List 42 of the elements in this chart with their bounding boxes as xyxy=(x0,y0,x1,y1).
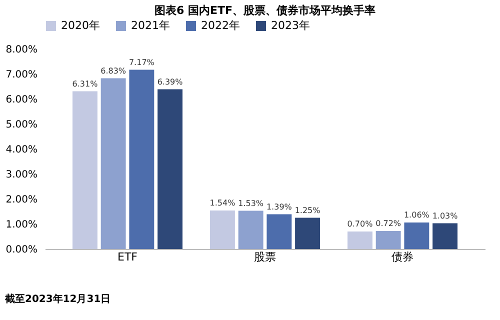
data-label: 1.25% xyxy=(294,206,321,215)
data-label: 6.31% xyxy=(72,79,98,88)
text: 截至2023年12月31日 xyxy=(4,293,111,305)
data-label: 0.72% xyxy=(376,219,402,228)
x-tick-label: 股票 xyxy=(254,250,276,264)
legend-label: 2022年 xyxy=(201,19,240,32)
x-tick-label: 债券 xyxy=(392,250,414,264)
bar xyxy=(432,223,458,249)
data-label: 6.83% xyxy=(100,66,126,76)
legend-label: 2021年 xyxy=(131,19,170,32)
bar xyxy=(100,78,126,249)
legend-label: 2020年 xyxy=(61,19,100,32)
y-tick-label: 2.00% xyxy=(6,194,38,206)
bar xyxy=(238,210,264,249)
y-tick-label: 1.00% xyxy=(6,220,38,230)
data-label: 0.70% xyxy=(347,220,374,228)
x-tick-label: ETF xyxy=(118,250,138,264)
chart-title: 图表6 国内ETF、股票、债券市场平均换手率 xyxy=(154,4,376,17)
y-tick-label: 4.00% xyxy=(6,144,38,156)
data-label: 1.06% xyxy=(404,210,430,220)
data-label: 1.54% xyxy=(210,198,236,208)
data-label: 6.39% xyxy=(157,77,184,86)
y-tick-label: 0.00% xyxy=(6,244,38,256)
bar xyxy=(348,232,372,249)
bar xyxy=(376,231,401,249)
legend-label: 2023年 xyxy=(271,19,310,32)
data-label: 1.39% xyxy=(266,202,292,212)
data-label: 7.17% xyxy=(128,58,155,67)
bar xyxy=(266,214,292,249)
bar xyxy=(72,91,98,249)
data-label: 1.03% xyxy=(432,211,458,220)
y-tick-label: 7.00% xyxy=(6,70,38,80)
bar xyxy=(210,210,235,249)
y-tick-label: 6.00% xyxy=(6,94,38,106)
y-tick-label: 5.00% xyxy=(6,120,38,130)
y-tick-label: 8.00% xyxy=(6,44,38,56)
data-label: 1.53% xyxy=(238,198,264,208)
bar xyxy=(404,222,430,249)
bar xyxy=(158,89,182,249)
y-tick-label: 3.00% xyxy=(6,170,38,180)
bar xyxy=(129,70,154,249)
bar xyxy=(295,218,320,249)
